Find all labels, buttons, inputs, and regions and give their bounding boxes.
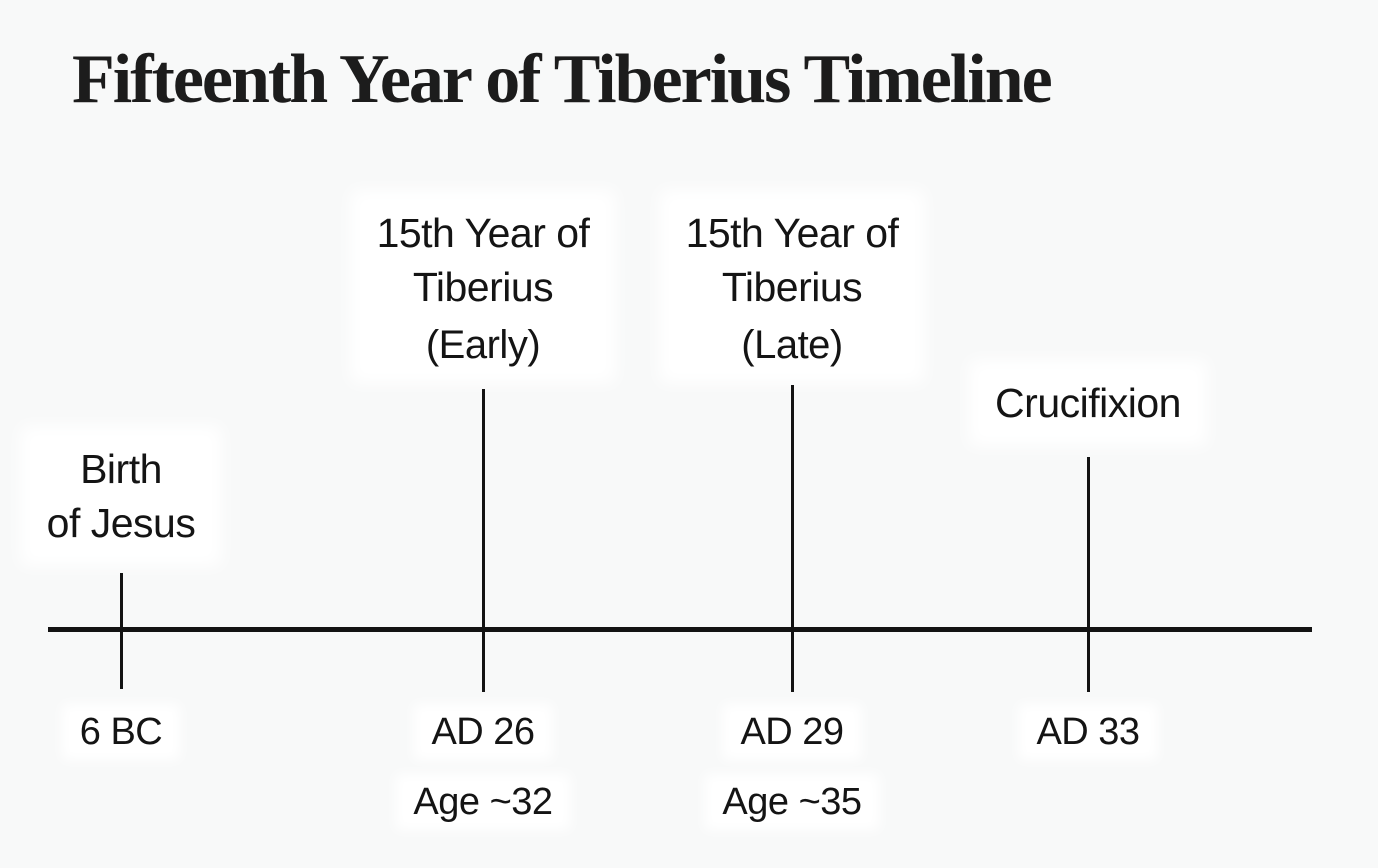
event-label-line: 15th Year of — [685, 210, 899, 256]
event-label-lines: Crucifixion — [995, 376, 1181, 430]
timeline-axis — [48, 627, 1312, 632]
event-label-lines: 15th Year of Tiberius — [686, 206, 899, 314]
event-age-label: Age ~32 — [403, 782, 563, 822]
page-title: Fifteenth Year of Tiberius Timeline — [72, 41, 1053, 118]
event-tick — [481, 389, 485, 692]
event-tick — [1086, 457, 1090, 692]
event-label-paren: (Early) — [425, 323, 541, 367]
event-label-lines: 15th Year of Tiberius — [377, 206, 590, 314]
event-label-line: 15th Year of — [376, 210, 590, 256]
event-label: Crucifixion — [981, 372, 1195, 434]
event-age-label: Age ~35 — [712, 782, 872, 822]
event-date-label: 6 BC — [69, 712, 173, 752]
event-tick — [119, 573, 123, 689]
event-label-line: of Jesus — [46, 500, 196, 546]
event-label: 15th Year of Tiberius (Late) — [671, 202, 913, 371]
event-date-label: AD 33 — [1026, 712, 1150, 752]
event-label: Birth of Jesus — [32, 438, 210, 554]
event-label-paren: (Late) — [741, 323, 843, 367]
event-date-label: AD 29 — [730, 712, 854, 752]
event-label-line: Birth — [80, 446, 162, 492]
event-label-line: Tiberius — [412, 264, 554, 310]
event-label: 15th Year of Tiberius (Early) — [362, 202, 604, 371]
event-label-lines: Birth of Jesus — [47, 442, 196, 550]
event-label-line: Tiberius — [721, 264, 863, 310]
event-date-label: AD 26 — [421, 712, 545, 752]
event-label-line: Crucifixion — [995, 380, 1181, 426]
event-tick — [790, 385, 794, 692]
